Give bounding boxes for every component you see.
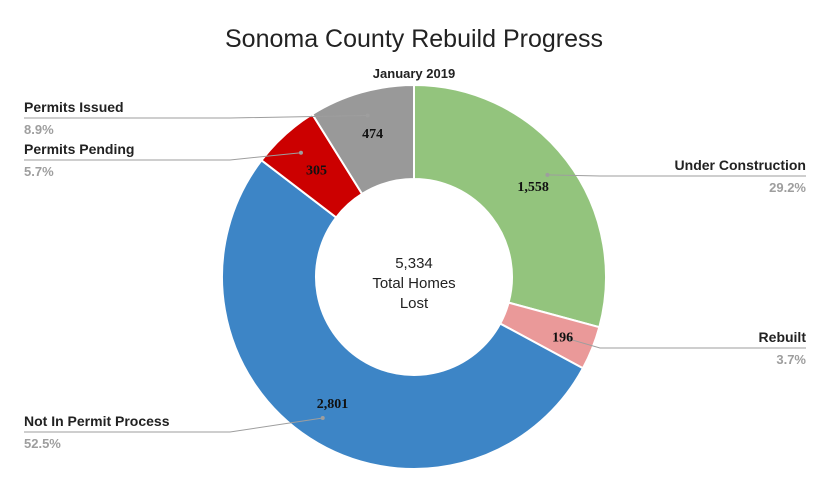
category-label-not-in-permit-process: Not In Permit Process: [24, 413, 170, 429]
category-label-rebuilt: Rebuilt: [759, 329, 807, 345]
slice-not-in-permit-process: [221, 158, 585, 470]
center-line-3: Lost: [400, 295, 429, 312]
percent-label-under-construction: 29.2%: [769, 180, 806, 195]
donut-slices: [221, 83, 607, 470]
slice-under-construction: [413, 83, 607, 329]
value-label-permits-pending: 305: [306, 164, 327, 179]
leader-line-under-construction: [547, 174, 806, 177]
category-label-under-construction: Under Construction: [675, 157, 806, 173]
chart-title: Sonoma County Rebuild Progress: [225, 25, 603, 53]
donut-hole: [317, 180, 511, 374]
value-label-under-construction: 1,558: [517, 180, 549, 195]
leader-line-rebuilt: [569, 338, 806, 349]
center-total: 5,334: [395, 255, 433, 272]
center-line-2: Total Homes: [372, 275, 455, 292]
leader-line-permits-issued: [24, 115, 368, 119]
category-label-permits-issued: Permits Issued: [24, 99, 124, 115]
slice-labels: 1,558 Under Construction 29.2% 196 Rebuilt 3.…: [24, 99, 806, 451]
percent-label-permits-pending: 5.7%: [24, 164, 54, 179]
slice-permits-issued: [310, 83, 415, 196]
leader-line-permits-pending: [24, 152, 302, 161]
category-label-permits-pending: Permits Pending: [24, 141, 134, 157]
center-label: 5,334 Total Homes Lost: [372, 255, 455, 312]
percent-label-permits-issued: 8.9%: [24, 122, 54, 137]
value-label-not-in-permit-process: 2,801: [317, 397, 349, 412]
value-label-permits-issued: 474: [362, 127, 383, 142]
leader-lines: [24, 113, 806, 433]
leader-line-not-in-permit-process: [24, 417, 323, 433]
value-label-rebuilt: 196: [552, 330, 573, 345]
percent-label-not-in-permit-process: 52.5%: [24, 436, 61, 451]
chart-subtitle: January 2019: [373, 66, 455, 81]
percent-label-rebuilt: 3.7%: [776, 352, 806, 367]
